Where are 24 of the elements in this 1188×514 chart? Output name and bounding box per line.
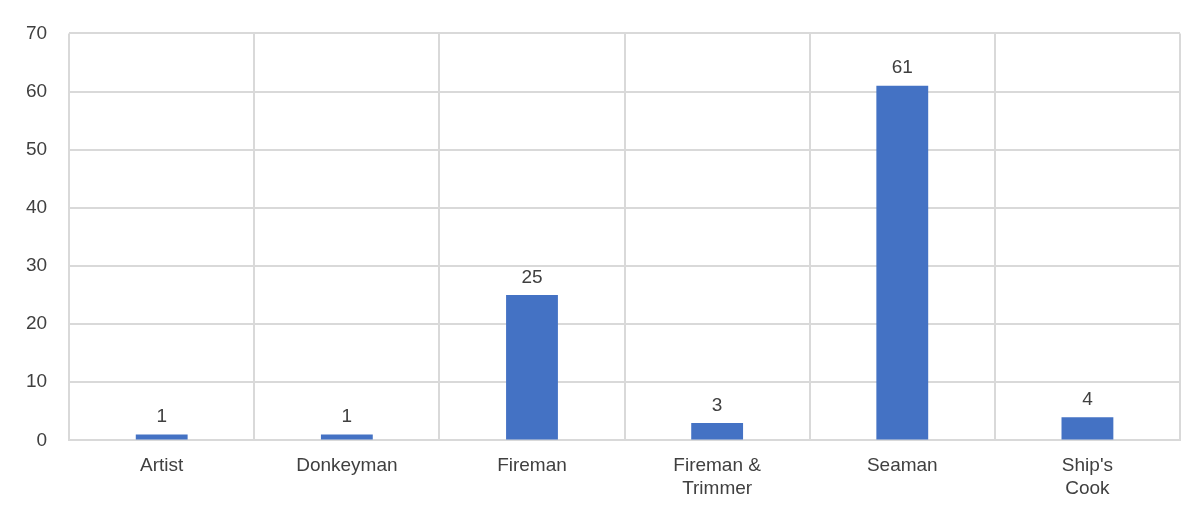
x-tick-label: Seaman [866, 454, 938, 476]
data-label: 61 [891, 56, 913, 78]
data-label: 25 [521, 265, 543, 287]
y-tick-label: 20 [25, 312, 48, 334]
y-tick-label: 10 [25, 370, 48, 392]
x-tick-label: Ship's Cook [1061, 454, 1114, 498]
x-tick-label: Artist [140, 454, 185, 476]
data-label: 1 [341, 405, 353, 427]
bar [506, 295, 558, 440]
data-label: 4 [1082, 387, 1094, 409]
y-tick-label: 0 [36, 428, 48, 450]
x-tick-label: Donkeyman [296, 454, 398, 476]
y-tick-label: 60 [25, 79, 48, 101]
bar [876, 85, 929, 440]
data-label: 3 [711, 393, 723, 415]
y-tick-label: 30 [25, 254, 48, 276]
bar [691, 422, 744, 440]
x-tick-label: Fireman [497, 454, 567, 476]
y-tick-label: 70 [25, 21, 48, 43]
y-tick-label: 50 [25, 137, 48, 159]
bar [1061, 417, 1114, 440]
y-tick-label: 40 [25, 196, 48, 218]
data-label: 1 [156, 405, 167, 427]
x-tick-label: Fireman & Trimmer [673, 454, 762, 498]
